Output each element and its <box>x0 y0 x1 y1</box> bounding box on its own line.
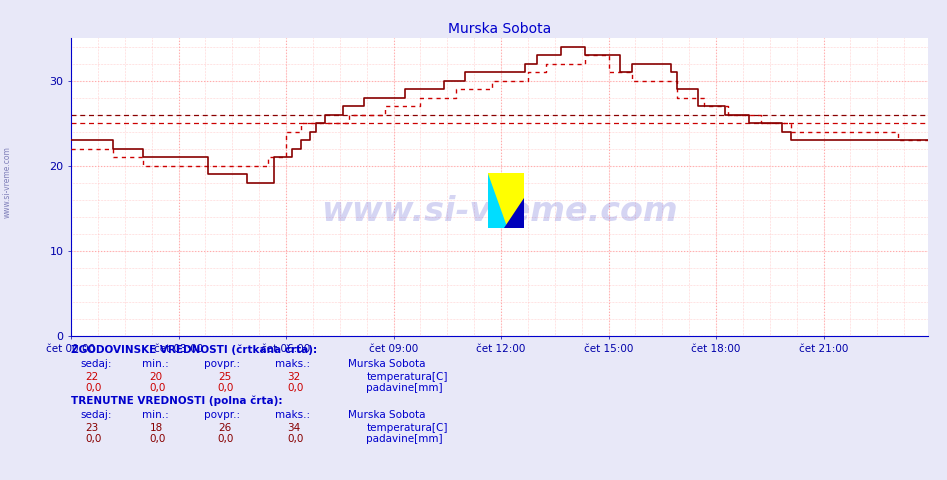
Text: 22: 22 <box>85 372 98 382</box>
Text: 0,0: 0,0 <box>150 383 166 393</box>
Text: 26: 26 <box>218 422 231 432</box>
Text: www.si-vreme.com: www.si-vreme.com <box>321 194 678 228</box>
Text: padavine[mm]: padavine[mm] <box>366 383 443 393</box>
Text: ZGODOVINSKE VREDNOSTI (črtkana črta):: ZGODOVINSKE VREDNOSTI (črtkana črta): <box>71 344 317 355</box>
Text: 0,0: 0,0 <box>150 433 166 444</box>
Text: min.:: min.: <box>142 359 169 369</box>
Text: maks.:: maks.: <box>275 359 310 369</box>
Text: 34: 34 <box>287 422 300 432</box>
Text: 0,0: 0,0 <box>218 433 234 444</box>
Text: 0,0: 0,0 <box>218 383 234 393</box>
Text: temperatura[C]: temperatura[C] <box>366 372 448 382</box>
Text: maks.:: maks.: <box>275 409 310 420</box>
Text: www.si-vreme.com: www.si-vreme.com <box>3 146 12 218</box>
Text: TRENUTNE VREDNOSTI (polna črta):: TRENUTNE VREDNOSTI (polna črta): <box>71 396 282 406</box>
Polygon shape <box>488 173 508 228</box>
Text: Murska Sobota: Murska Sobota <box>348 409 426 420</box>
Text: povpr.:: povpr.: <box>204 359 240 369</box>
Text: 32: 32 <box>287 372 300 382</box>
Text: temperatura[C]: temperatura[C] <box>366 422 448 432</box>
Text: padavine[mm]: padavine[mm] <box>366 433 443 444</box>
Polygon shape <box>504 198 524 228</box>
Text: 0,0: 0,0 <box>287 383 303 393</box>
Text: sedaj:: sedaj: <box>80 409 112 420</box>
Text: 23: 23 <box>85 422 98 432</box>
Text: Murska Sobota: Murska Sobota <box>348 359 426 369</box>
Title: Murska Sobota: Murska Sobota <box>448 22 551 36</box>
Text: 18: 18 <box>150 422 163 432</box>
Text: 20: 20 <box>150 372 163 382</box>
Text: 0,0: 0,0 <box>287 433 303 444</box>
Text: 25: 25 <box>218 372 231 382</box>
Text: min.:: min.: <box>142 409 169 420</box>
Text: povpr.:: povpr.: <box>204 409 240 420</box>
Text: sedaj:: sedaj: <box>80 359 112 369</box>
Text: 0,0: 0,0 <box>85 383 101 393</box>
Text: 0,0: 0,0 <box>85 433 101 444</box>
